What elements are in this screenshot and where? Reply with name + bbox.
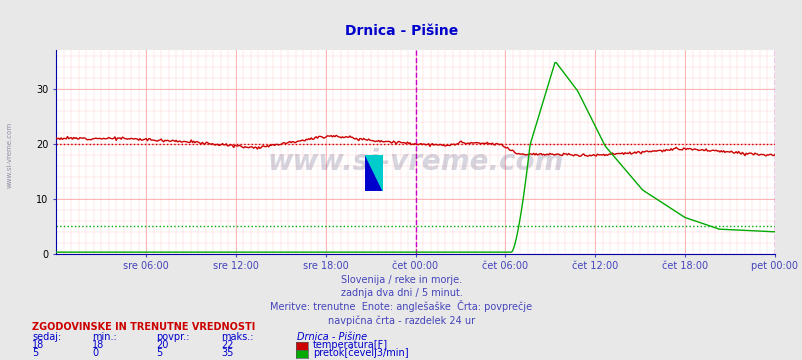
- Text: sedaj:: sedaj:: [32, 332, 61, 342]
- Text: temperatura[F]: temperatura[F]: [313, 340, 388, 350]
- Text: 18: 18: [92, 340, 104, 350]
- Text: ZGODOVINSKE IN TRENUTNE VREDNOSTI: ZGODOVINSKE IN TRENUTNE VREDNOSTI: [32, 323, 255, 333]
- Polygon shape: [365, 155, 383, 191]
- Text: maks.:: maks.:: [221, 332, 253, 342]
- Text: min.:: min.:: [92, 332, 117, 342]
- Text: Meritve: trenutne  Enote: anglešaške  Črta: povprečje: Meritve: trenutne Enote: anglešaške Črta…: [270, 300, 532, 312]
- Polygon shape: [365, 155, 383, 191]
- Text: www.si-vreme.com: www.si-vreme.com: [6, 122, 13, 188]
- Text: www.si-vreme.com: www.si-vreme.com: [267, 148, 563, 176]
- Text: Drnica - Pišine: Drnica - Pišine: [297, 332, 367, 342]
- Text: 22: 22: [221, 340, 233, 350]
- Text: navpična črta - razdelek 24 ur: navpična črta - razdelek 24 ur: [327, 315, 475, 326]
- Polygon shape: [365, 155, 383, 191]
- Text: 35: 35: [221, 348, 233, 359]
- Text: 18: 18: [32, 340, 44, 350]
- Text: Slovenija / reke in morje.: Slovenija / reke in morje.: [341, 275, 461, 285]
- Text: povpr.:: povpr.:: [156, 332, 190, 342]
- Text: 5: 5: [156, 348, 163, 359]
- Text: 5: 5: [32, 348, 38, 359]
- Text: zadnja dva dni / 5 minut.: zadnja dva dni / 5 minut.: [340, 288, 462, 298]
- Text: 0: 0: [92, 348, 99, 359]
- Text: Drnica - Pišine: Drnica - Pišine: [344, 24, 458, 37]
- Text: pretok[čevelj3/min]: pretok[čevelj3/min]: [313, 348, 408, 359]
- Text: 20: 20: [156, 340, 168, 350]
